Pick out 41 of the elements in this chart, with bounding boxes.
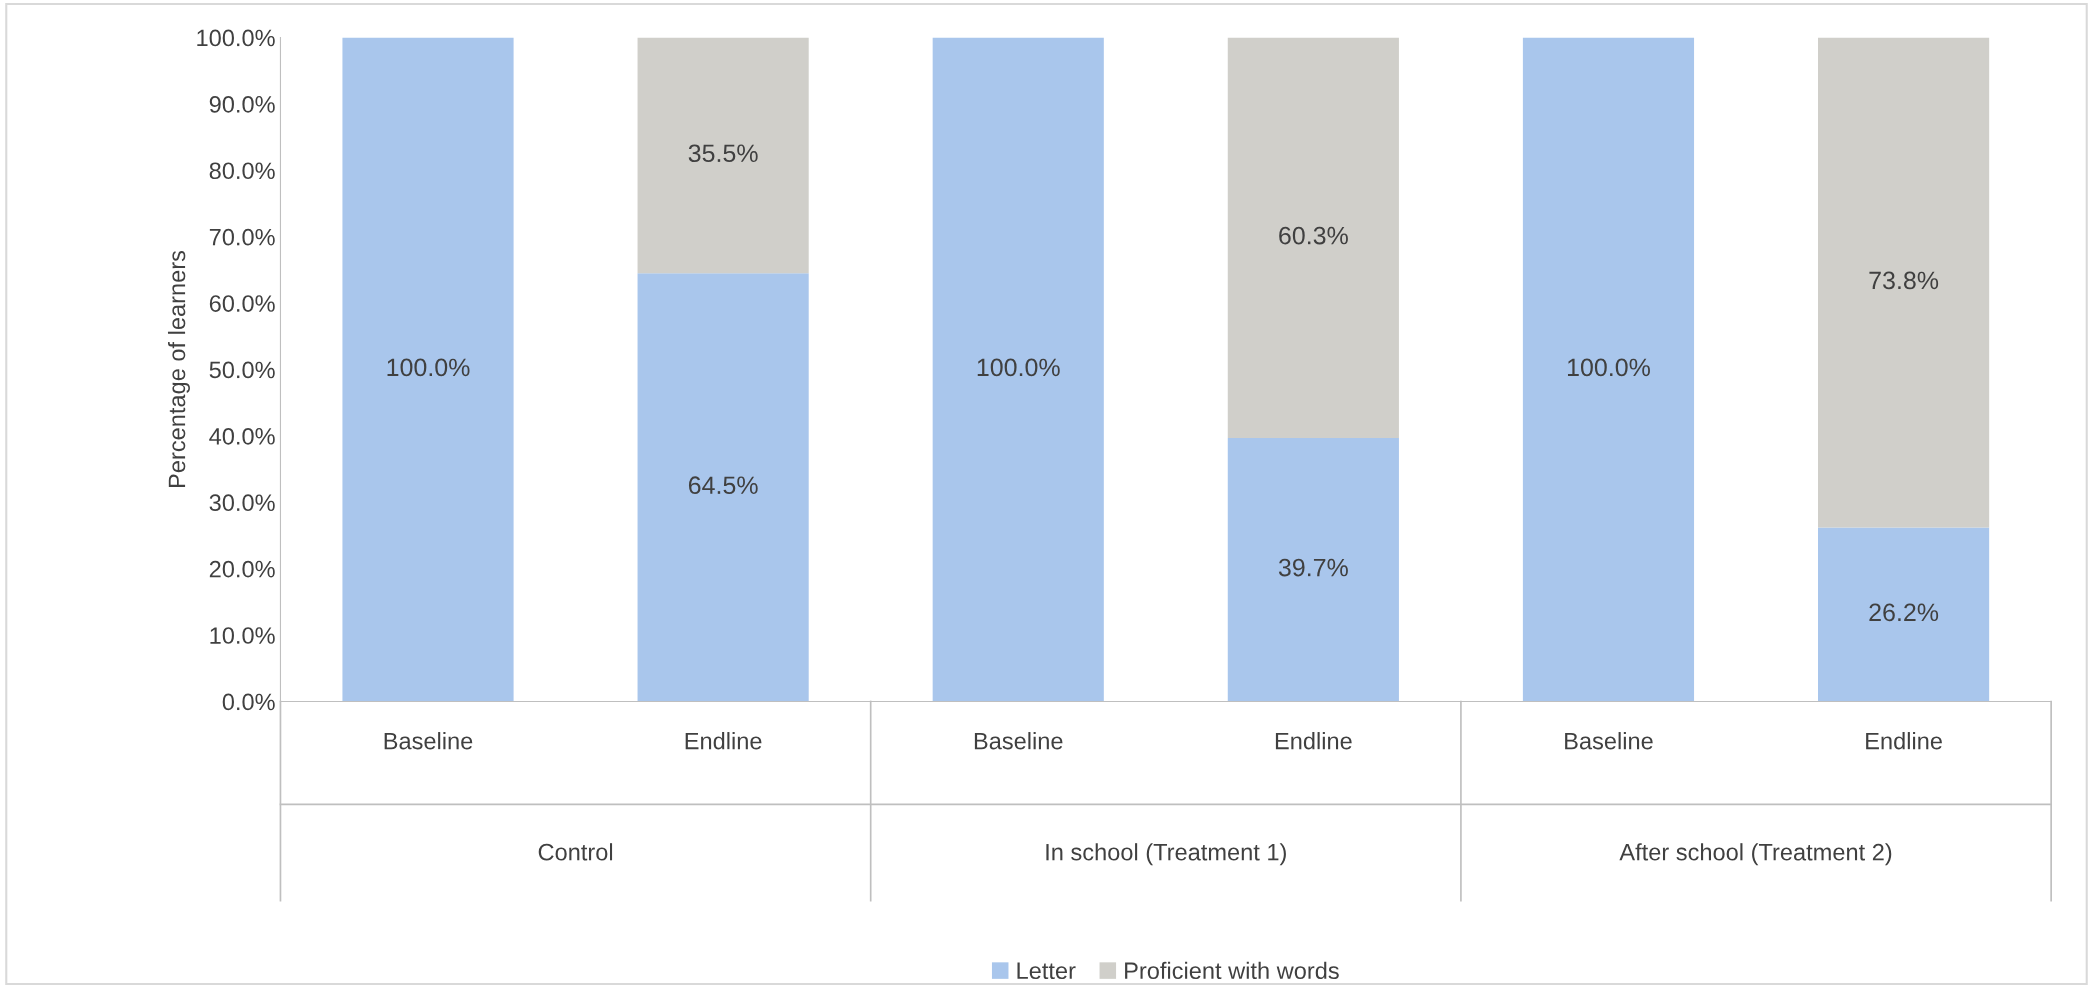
bar (932, 37, 1104, 702)
bar (1818, 527, 1990, 702)
data-label: 100.0% (977, 358, 1060, 377)
data-label: 100.0% (387, 358, 470, 377)
data-label: 26.2% (1869, 603, 1939, 622)
text: In school (Treatment 1) (1046, 843, 1286, 866)
y-tick-label: 70.0% (209, 228, 275, 246)
legend-label: Proficient with words (1125, 961, 1339, 980)
bar (1522, 37, 1695, 702)
y-tick-label: 90.0% (209, 96, 275, 113)
bar (637, 273, 809, 702)
bar (1818, 37, 1990, 528)
y-tick-label: 60.0% (209, 295, 275, 312)
data-label: 73.8% (1869, 271, 1939, 290)
bar (342, 37, 514, 702)
bar (1227, 437, 1399, 702)
x-tick-label: Endline (1866, 732, 1942, 750)
y-tick-label: 80.0% (209, 162, 275, 180)
data-label: 60.3% (1279, 226, 1348, 245)
y-tick-label: 40.0% (209, 427, 275, 445)
data-label: 100.0% (1567, 358, 1650, 377)
data-label: 64.5% (688, 476, 758, 495)
x-tick-label: Endline (1275, 732, 1352, 750)
x-tick-label: Baseline (1565, 732, 1653, 750)
y-tick-label: 0.0% (222, 693, 275, 711)
data-label: 39.7% (1278, 558, 1348, 577)
legend-label: Letter (1017, 962, 1076, 980)
y-tick-label: 10.0% (210, 627, 275, 644)
x-tick-label: Baseline (974, 732, 1063, 750)
bar (1227, 37, 1399, 438)
bar (637, 37, 809, 274)
y-axis-title: Percentage of learners (167, 250, 190, 487)
y-tick-label: 30.0% (209, 494, 275, 512)
x-tick-label: Baseline (384, 732, 473, 750)
data-label: 35.5% (688, 144, 758, 163)
y-tick-label: 100.0% (197, 29, 275, 47)
y-tick-label: 20.0% (209, 560, 275, 578)
y-tick-label: 50.0% (209, 361, 275, 379)
text: Control (538, 843, 613, 861)
text: After school (Treatment 2) (1619, 843, 1892, 866)
x-tick-label: Endline (685, 732, 762, 750)
